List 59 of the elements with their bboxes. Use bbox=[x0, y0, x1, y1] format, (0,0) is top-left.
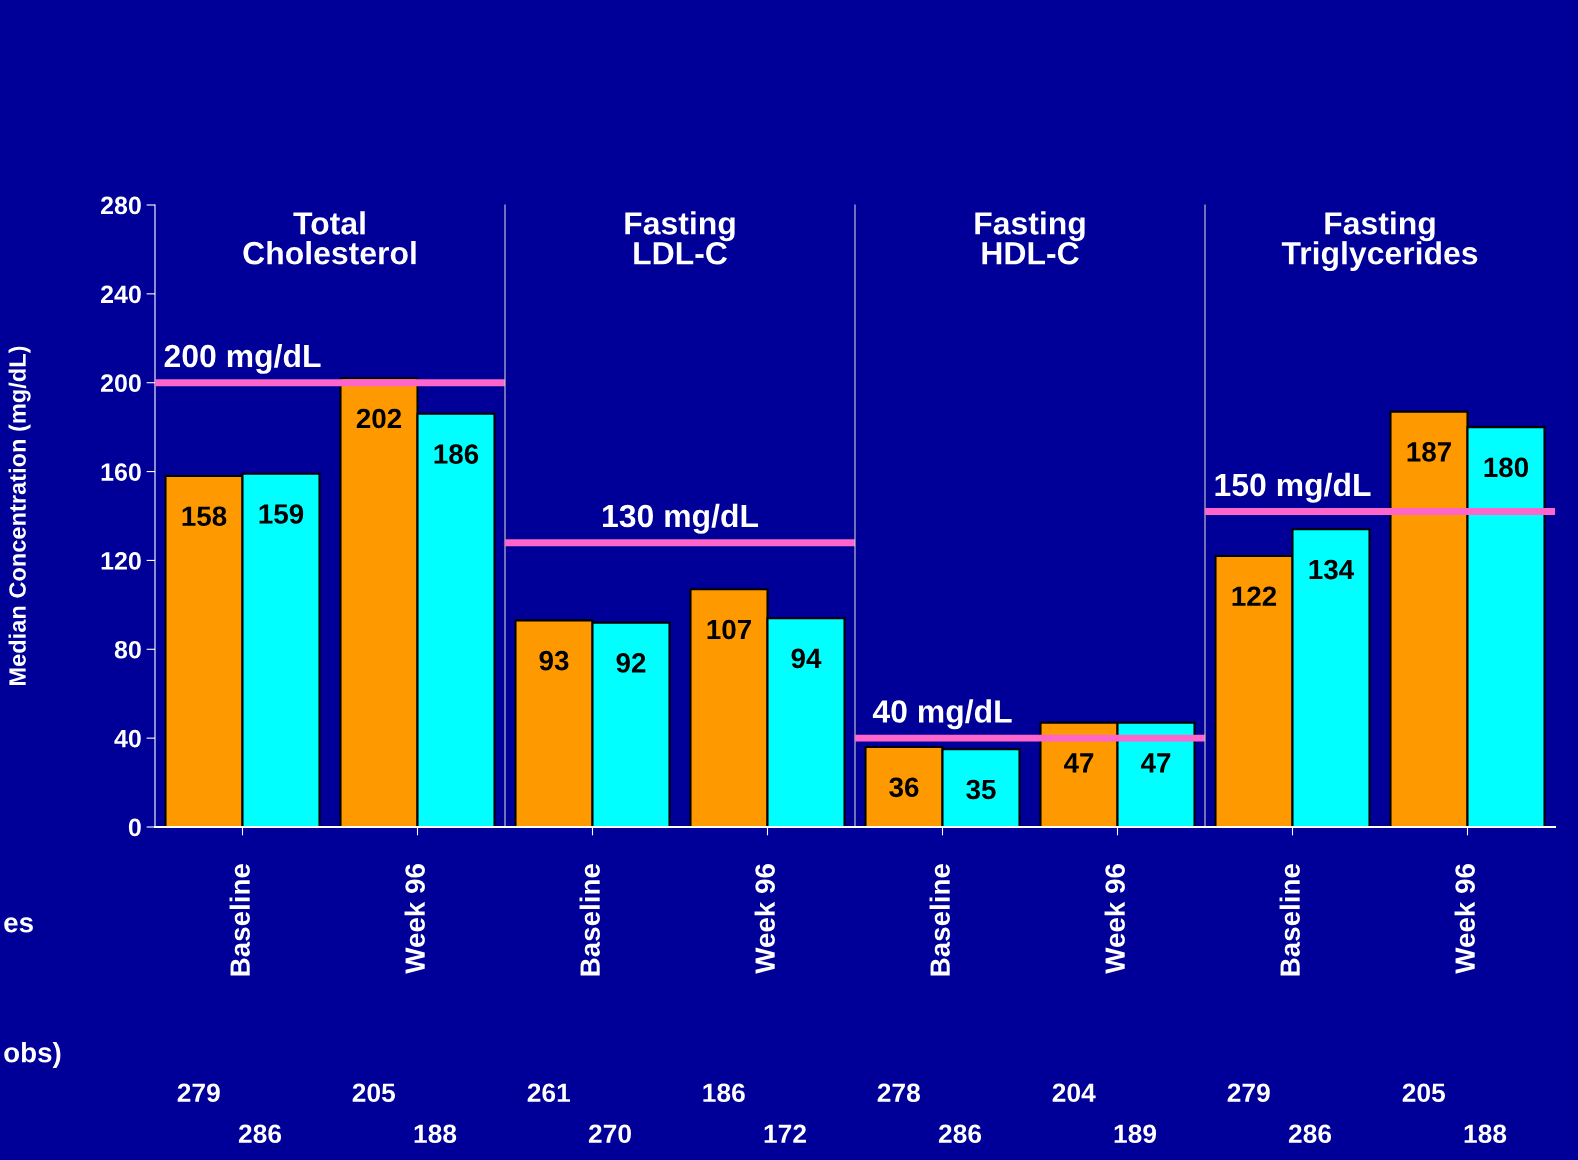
x-tick-label: Week 96 bbox=[754, 864, 775, 974]
data-label: 122 bbox=[1232, 586, 1277, 606]
text: 204 bbox=[1052, 1083, 1096, 1103]
y-tick-label: 40 bbox=[114, 729, 141, 748]
text: obs) bbox=[4, 1042, 61, 1068]
y-tick-label: 240 bbox=[100, 285, 141, 304]
y-tick-label: 160 bbox=[101, 463, 141, 481]
text: 186 bbox=[703, 1083, 745, 1103]
x-tick-label: Week 96 bbox=[1104, 864, 1125, 974]
text: 261 bbox=[527, 1083, 571, 1103]
text: Fasting Triglycerides bbox=[1281, 211, 1478, 272]
x-tick-label: Baseline bbox=[929, 864, 950, 976]
text: es bbox=[4, 917, 33, 933]
text: 286 bbox=[1288, 1124, 1332, 1144]
ref-line-label: 130 mg/dL bbox=[603, 503, 759, 534]
y-tick-label: 280 bbox=[100, 196, 141, 215]
text: 278 bbox=[877, 1083, 920, 1103]
text: Fasting HDL-C bbox=[975, 211, 1085, 265]
data-label: 107 bbox=[707, 619, 751, 640]
data-label: 158 bbox=[182, 506, 227, 527]
text: 279 bbox=[1227, 1083, 1270, 1103]
text: 286 bbox=[238, 1124, 282, 1144]
data-label: 47 bbox=[1063, 753, 1094, 773]
y-tick-label: 200 bbox=[100, 374, 141, 393]
ref-line-label: 150 mg/dL bbox=[1215, 472, 1371, 503]
x-tick-label: Baseline bbox=[1279, 864, 1300, 976]
y-tick-label: 0 bbox=[128, 818, 141, 837]
y-axis-title: Median Concentration (mg/dL) bbox=[8, 346, 31, 685]
text: 172 bbox=[764, 1124, 806, 1143]
text: 205 bbox=[1402, 1083, 1446, 1103]
text: 279 bbox=[177, 1083, 220, 1103]
x-tick-label: Baseline bbox=[229, 864, 250, 976]
data-label: 187 bbox=[1407, 441, 1451, 462]
data-label: 47 bbox=[1140, 753, 1171, 773]
y-tick-label: 120 bbox=[101, 552, 141, 570]
text: Total Cholesterol bbox=[243, 211, 416, 265]
x-tick-label: Week 96 bbox=[1454, 864, 1475, 974]
data-label: 180 bbox=[1484, 457, 1529, 478]
data-label: 134 bbox=[1309, 559, 1355, 580]
x-tick-label: Baseline bbox=[579, 864, 600, 976]
data-label: 202 bbox=[356, 408, 402, 429]
data-label: 186 bbox=[434, 444, 479, 464]
data-label: 36 bbox=[889, 777, 919, 798]
text: 188 bbox=[414, 1124, 457, 1144]
y-tick-label: 80 bbox=[114, 640, 141, 659]
text: 189 bbox=[1114, 1124, 1157, 1144]
data-label: 92 bbox=[616, 653, 646, 673]
text: 286 bbox=[938, 1124, 982, 1144]
x-tick-label: Week 96 bbox=[404, 864, 425, 974]
text: 205 bbox=[352, 1083, 396, 1103]
text: 270 bbox=[588, 1124, 631, 1144]
ref-line-label: 200 mg/dL bbox=[164, 343, 321, 374]
data-label: 93 bbox=[539, 650, 569, 671]
data-label: 159 bbox=[259, 504, 304, 524]
ref-line-label: 40 mg/dL bbox=[872, 699, 1012, 730]
data-label: 35 bbox=[966, 779, 996, 800]
text: 188 bbox=[1464, 1124, 1507, 1144]
text: Fasting LDL-C bbox=[625, 211, 735, 265]
data-label: 94 bbox=[791, 648, 822, 669]
